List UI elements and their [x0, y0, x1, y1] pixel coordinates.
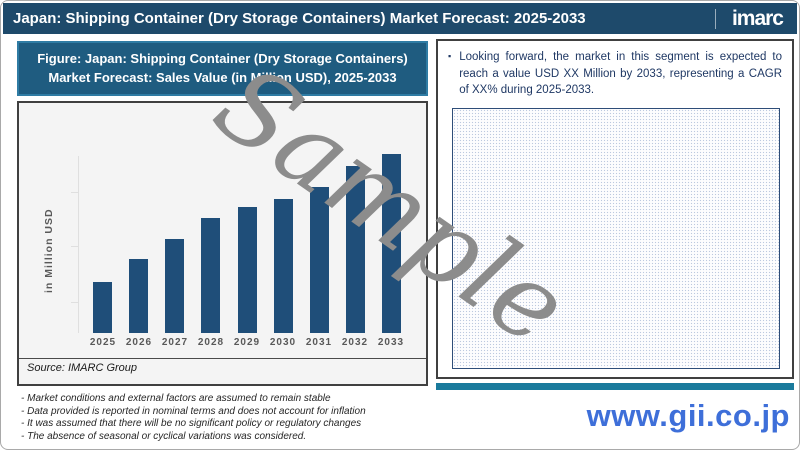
x-axis-labels: 2025 2026 2027 2028 2029 2030 2031 2032 2033	[85, 337, 409, 348]
accent-bar	[436, 383, 794, 390]
bar-2025	[93, 282, 112, 333]
report-header: Japan: Shipping Container (Dry Storage C…	[3, 3, 797, 34]
bar-2031	[309, 187, 329, 333]
x-tick-label: 2032	[341, 337, 369, 348]
source-note: Source: IMARC Group	[27, 362, 138, 374]
bar-2029	[237, 207, 257, 333]
chart-placeholder	[452, 108, 780, 370]
assumption-notes: - Market conditions and external factors…	[21, 393, 431, 443]
y-axis-tick	[71, 246, 79, 247]
source-divider	[19, 358, 426, 359]
bar-2028	[201, 218, 221, 333]
x-tick-label: 2031	[305, 337, 333, 348]
assumption-note: - The absence of seasonal or cyclical va…	[21, 430, 307, 442]
bar-2030	[273, 199, 293, 333]
figure-panel: Figure: Japan: Shipping Container (Dry S…	[9, 39, 431, 443]
x-tick-label: 2026	[125, 337, 153, 348]
assumption-note: - Market conditions and external factors…	[21, 393, 331, 404]
header-divider	[714, 8, 716, 29]
assumption-note: - It was assumed that there will be no s…	[21, 418, 362, 430]
x-tick-label: 2028	[197, 337, 225, 348]
page-title: Japan: Shipping Container (Dry Storage C…	[13, 10, 586, 27]
x-tick-label: 2029	[233, 337, 261, 348]
insight-panel: ▪ Looking forward, the market in this se…	[436, 39, 794, 443]
x-tick-label: 2025	[89, 337, 117, 348]
bullet-icon: ▪	[448, 51, 452, 61]
y-axis-tick	[71, 302, 79, 303]
y-axis-label: in Million USD	[43, 208, 55, 294]
assumption-note: - Data provided is reported in nominal t…	[21, 405, 366, 417]
bar-2027	[165, 239, 185, 333]
y-axis-line	[78, 156, 79, 333]
x-tick-label: 2030	[269, 337, 297, 348]
imarc-logo: imarc	[731, 7, 784, 30]
insight-text: Looking forward, the market in this segm…	[459, 51, 782, 97]
x-tick-label: 2027	[161, 337, 189, 348]
insight-box: ▪ Looking forward, the market in this se…	[436, 39, 794, 379]
figure-title: Figure: Japan: Shipping Container (Dry S…	[17, 41, 428, 96]
bar-2026	[129, 259, 149, 333]
bar-2032	[345, 166, 365, 333]
x-tick-label: 2033	[377, 337, 405, 348]
bar-chart: in Million USD 2025 2026 2027 2028 2029 2030 2…	[17, 101, 428, 386]
bar-2033	[382, 154, 401, 333]
y-axis-tick	[71, 192, 79, 193]
logo-area: imarc	[714, 3, 787, 34]
content-area: Figure: Japan: Shipping Container (Dry S…	[1, 34, 799, 443]
gii-website-link[interactable]: www.gii.co.jp	[586, 398, 790, 433]
insight-bullet-item: ▪ Looking forward, the market in this se…	[446, 49, 782, 99]
bar-series	[85, 153, 409, 333]
